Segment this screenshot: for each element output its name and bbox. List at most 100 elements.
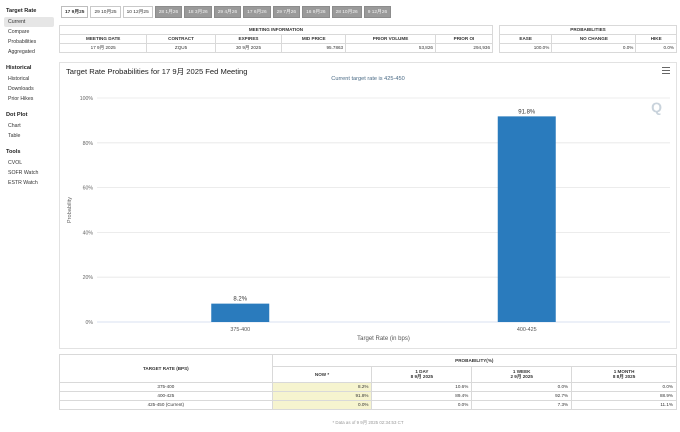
- sidebar-item-prior-hikes[interactable]: Prior Hikes: [8, 95, 34, 102]
- sidebar-group-tools: Tools CVOL SOFR Watch ESTR Watch: [0, 147, 58, 188]
- probabilities-summary-table: PROBABILITIES EASE NO CHANGE HIKE 100.0%…: [498, 25, 677, 53]
- x-tick-label: 400-425: [517, 327, 537, 333]
- tab-meeting-date[interactable]: 28 1月26: [154, 6, 183, 18]
- bar-data-label: 8.2%: [233, 297, 247, 303]
- y-tick-label: 40%: [83, 230, 94, 236]
- tab-meeting-date[interactable]: 28 10月26: [331, 6, 362, 18]
- column-header-1-day: 1 DAY 8 9月 2025: [371, 366, 473, 383]
- table-row: 400-425 91.8% 89.4% 92.7% 88.9%: [59, 391, 677, 401]
- bar: [211, 303, 270, 322]
- sidebar-group-dot-plot: Dot Plot Chart Table: [0, 110, 58, 141]
- tab-meeting-date[interactable]: 16 9月26: [302, 6, 330, 18]
- column-header: HIKE: [635, 34, 677, 44]
- hike-cell: 0.0%: [635, 43, 677, 53]
- tab-meeting-date[interactable]: 10 12月25: [122, 6, 153, 18]
- no-change-cell: 0.0%: [551, 43, 637, 53]
- sidebar-heading: Target Rate: [6, 8, 37, 14]
- probability-bar-chart: 0% 20% 40% 60% 80% 100% Probability Target Rate…: [67, 96, 670, 342]
- sidebar-item-cvol[interactable]: CVOL: [8, 159, 23, 166]
- column-header-label: 1 DAY: [415, 369, 429, 374]
- sidebar-item-compare[interactable]: Compare: [8, 28, 30, 35]
- mid-price-cell: 95.7863: [281, 43, 347, 53]
- column-header-date: 8 9月 2025: [410, 374, 434, 379]
- tab-meeting-date[interactable]: 29 10月25: [90, 6, 121, 18]
- tab-meeting-date[interactable]: 29 7月26: [272, 6, 301, 18]
- sidebar-item-current[interactable]: Current: [4, 17, 54, 27]
- ease-cell: 100.0%: [498, 43, 553, 53]
- value-cell: 89.4%: [371, 391, 473, 401]
- value-cell: 8.2%: [271, 382, 373, 392]
- probability-chart-card: Target Rate Probabilities for 17 9月 2025…: [59, 62, 677, 349]
- sidebar-item-table[interactable]: Table: [8, 132, 21, 139]
- target-rate-probability-table: TARGET RATE (BPS) PROBABILITY(%) NOW * 1…: [59, 354, 678, 410]
- value-cell: 0.0%: [571, 382, 677, 392]
- value-cell: 88.9%: [571, 391, 677, 401]
- bar: [497, 116, 556, 322]
- sidebar-group-target-rate: Target Rate Current Compare Probabilitie…: [0, 6, 58, 57]
- column-header: CONTRACT: [146, 34, 216, 44]
- bar-data-label: 91.8%: [518, 109, 536, 115]
- column-header: PRIOR VOLUME: [345, 34, 436, 44]
- y-axis-label: Probability: [67, 197, 73, 223]
- tab-meeting-date[interactable]: 9 12月26: [363, 6, 392, 18]
- tab-meeting-date[interactable]: 29 4月26: [213, 6, 242, 18]
- column-header: MID PRICE: [281, 34, 347, 44]
- x-axis-label: Target Rate (in bps): [357, 336, 410, 342]
- watermark-logo: Q: [651, 99, 662, 115]
- column-header-now: NOW *: [271, 366, 373, 383]
- value-cell: 0.0%: [371, 400, 473, 410]
- sidebar-item-chart[interactable]: Chart: [8, 122, 21, 129]
- hamburger-menu-icon[interactable]: [662, 67, 670, 75]
- sidebar-heading: Dot Plot: [6, 112, 28, 118]
- prior-oi-cell: 294,936: [434, 43, 494, 53]
- y-tick-label: 100%: [80, 96, 94, 102]
- sidebar-item-probabilities[interactable]: Probabilities: [8, 38, 37, 45]
- column-header: PRIOR OI: [434, 34, 494, 44]
- value-cell: 11.1%: [571, 400, 677, 410]
- sidebar: Target Rate Current Compare Probabilitie…: [0, 0, 58, 432]
- column-header: MEETING DATE: [58, 34, 148, 44]
- sidebar-item-aggregated[interactable]: Aggregated: [8, 48, 35, 55]
- y-tick-label: 20%: [83, 275, 94, 281]
- column-header: EXPIRES: [214, 34, 283, 44]
- x-tick-label: 375-400: [230, 327, 250, 333]
- chart-title: Target Rate Probabilities for 17 9月 2025…: [66, 67, 248, 76]
- column-header-date: 8 8月 2025: [612, 374, 636, 379]
- sidebar-group-historical: Historical Historical Downloads Prior Hi…: [0, 63, 58, 104]
- column-header-label: 1 WEEK: [512, 369, 531, 374]
- column-header-label: NOW *: [314, 372, 330, 377]
- tab-meeting-date[interactable]: 17 9月25: [61, 6, 89, 18]
- value-cell: 91.8%: [271, 391, 373, 401]
- column-header: NO CHANGE: [551, 34, 637, 44]
- table-row: 375-400 8.2% 10.6% 0.0% 0.0%: [59, 382, 677, 392]
- tab-meeting-date[interactable]: 17 6月26: [243, 6, 271, 18]
- meeting-date-tabs: 17 9月25 29 10月25 10 12月25 28 1月26 18 3月2…: [61, 6, 392, 18]
- probabilities-title: PROBABILITIES: [499, 25, 677, 35]
- value-cell: 0.0%: [271, 400, 373, 410]
- rate-cell: 425-450 (Current): [59, 400, 273, 410]
- value-cell: 0.0%: [471, 382, 573, 392]
- meeting-date-cell: 17 9月 2025: [58, 43, 148, 53]
- probability-group-header: PROBABILITY(%): [271, 354, 678, 367]
- column-header-label: 1 MONTH: [613, 369, 635, 374]
- rate-cell: 400-425: [59, 391, 273, 401]
- tab-meeting-date[interactable]: 18 3月26: [184, 6, 212, 18]
- column-header-1-week: 1 WEEK 2 9月 2025: [471, 366, 573, 383]
- sidebar-item-estr-watch[interactable]: ESTR Watch: [8, 179, 38, 186]
- target-rate-header: TARGET RATE (BPS): [59, 354, 273, 383]
- sidebar-item-downloads[interactable]: Downloads: [8, 85, 34, 92]
- sidebar-item-historical[interactable]: Historical: [8, 75, 30, 82]
- value-cell: 10.6%: [371, 382, 473, 392]
- rate-cell: 375-400: [59, 382, 273, 392]
- sidebar-heading: Historical: [6, 65, 32, 71]
- sidebar-item-sofr-watch[interactable]: SOFR Watch: [8, 169, 39, 176]
- contract-cell: ZQU5: [146, 43, 216, 53]
- column-header: EASE: [498, 34, 553, 44]
- y-tick-label: 80%: [83, 141, 94, 147]
- column-header-1-month: 1 MONTH 8 8月 2025: [571, 366, 677, 383]
- expires-cell: 30 9月 2025: [214, 43, 283, 53]
- chart-subtitle: Current target rate is 425-450: [331, 76, 405, 82]
- sidebar-heading: Tools: [6, 149, 21, 155]
- value-cell: 92.7%: [471, 391, 573, 401]
- y-tick-label: 0%: [86, 320, 94, 326]
